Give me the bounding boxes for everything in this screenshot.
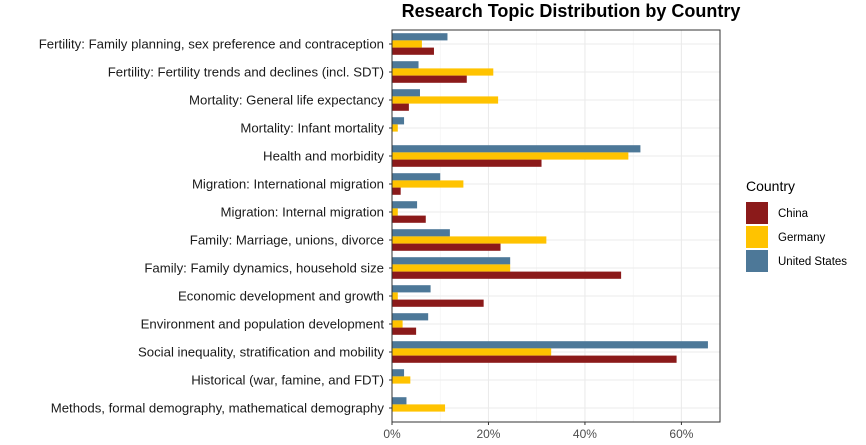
category-label: Fertility: Fertility trends and declines… (108, 65, 384, 80)
bar-china (392, 75, 467, 83)
bar-germany (392, 96, 499, 104)
bar-china (392, 299, 484, 307)
category-label: Fertility: Family planning, sex preferen… (39, 37, 384, 52)
bar-china (392, 159, 542, 167)
bar-germany (392, 208, 398, 216)
bar-united-states (392, 145, 641, 153)
bar-china (392, 271, 622, 279)
bar-united-states (392, 257, 511, 265)
x-tick-label: 0% (383, 427, 401, 441)
bar-china (392, 215, 426, 223)
bar-united-states (392, 313, 429, 321)
category-label: Migration: International migration (192, 177, 384, 192)
bar-germany (392, 292, 398, 300)
bar-united-states (392, 229, 450, 237)
bar-germany (392, 236, 547, 244)
bar-united-states (392, 397, 407, 405)
category-label: Mortality: Infant mortality (240, 121, 384, 136)
category-label: Family: Marriage, unions, divorce (190, 233, 384, 248)
plot-area (391, 29, 721, 423)
plot-border (391, 29, 721, 423)
category-label: Mortality: General life expectancy (189, 93, 384, 108)
bar-united-states (392, 285, 431, 293)
legend-key-china (746, 202, 768, 224)
bar-germany (392, 68, 494, 76)
bar-united-states (392, 117, 405, 125)
bar-germany (392, 404, 446, 412)
category-label: Historical (war, famine, and FDT) (191, 373, 384, 388)
bar-china (392, 327, 417, 335)
bar-germany (392, 348, 552, 356)
bar-united-states (392, 201, 418, 209)
category-label: Migration: Internal migration (221, 205, 384, 220)
category-label: Methods, formal demography, mathematical… (51, 401, 385, 416)
legend-label: China (778, 208, 809, 220)
bar-china (392, 243, 501, 251)
bar-germany (392, 376, 411, 384)
plot-panel (392, 30, 720, 422)
category-label: Economic development and growth (178, 289, 384, 304)
bar-germany (392, 320, 403, 328)
bar-germany (392, 180, 464, 188)
x-axis: 0% 20% 40% 60% (383, 422, 694, 441)
bar-china (392, 103, 409, 111)
bar-china (392, 355, 677, 363)
legend-title: Country (746, 178, 795, 194)
category-label: Family: Family dynamics, household size (144, 261, 384, 276)
legend-label: Germany (778, 232, 826, 244)
bar-germany (392, 264, 511, 272)
bar-united-states (392, 61, 419, 69)
bar-china (392, 47, 434, 55)
category-label: Health and morbidity (263, 149, 384, 164)
bar-united-states (392, 89, 420, 97)
bar-united-states (392, 341, 708, 349)
legend-label: United States (778, 256, 847, 268)
bar-united-states (392, 173, 441, 181)
category-label: Environment and population development (141, 317, 385, 332)
bar-germany (392, 40, 422, 48)
bar-germany (392, 152, 629, 160)
legend-key-united-states (746, 250, 768, 272)
bar-united-states (392, 369, 405, 377)
category-label: Social inequality, stratification and mo… (138, 345, 384, 360)
x-tick-label: 60% (669, 427, 693, 441)
x-tick-label: 40% (573, 427, 597, 441)
category-labels: Fertility: Family planning, sex preferen… (39, 37, 392, 416)
chart-title: Research Topic Distribution by Country (402, 1, 741, 21)
bar-china (392, 187, 401, 195)
bar-germany (392, 124, 398, 132)
legend: Country China Germany United States (746, 178, 847, 272)
bar-united-states (392, 33, 448, 41)
legend-key-germany (746, 226, 768, 248)
x-tick-label: 20% (476, 427, 500, 441)
